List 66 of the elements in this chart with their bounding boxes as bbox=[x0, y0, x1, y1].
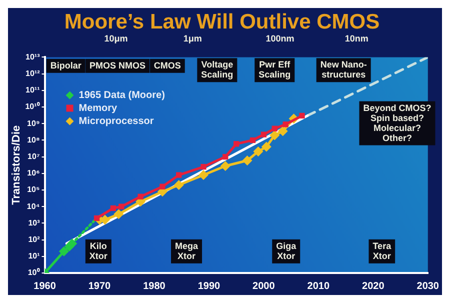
x-tick-label: 1970 bbox=[88, 280, 112, 292]
legend-label: Memory bbox=[78, 102, 118, 114]
point bbox=[174, 180, 184, 190]
x-tick-label: 1980 bbox=[143, 280, 166, 292]
point bbox=[138, 194, 144, 200]
point bbox=[200, 164, 206, 170]
x-tick-label: 2000 bbox=[252, 280, 276, 292]
annotation: Voltage Scaling bbox=[201, 60, 234, 80]
text: 100nm bbox=[266, 33, 294, 44]
point bbox=[58, 246, 69, 256]
y-tick-label: 10⁶ bbox=[27, 168, 40, 178]
annotation: CMOS bbox=[154, 60, 181, 70]
text: 10nm bbox=[344, 33, 368, 44]
x-tick-label: 2030 bbox=[416, 280, 440, 292]
point bbox=[67, 238, 78, 248]
y-tick-label: 10⁵ bbox=[27, 185, 40, 194]
y-tick-label: 10² bbox=[28, 235, 40, 244]
point bbox=[233, 141, 240, 147]
annotation: Mega Xtor bbox=[175, 240, 200, 261]
point bbox=[242, 155, 252, 166]
legend-label: 1965 Data (Moore) bbox=[78, 90, 165, 101]
point bbox=[282, 122, 288, 128]
point bbox=[118, 204, 124, 210]
y-tick-label: 10⁹ bbox=[27, 118, 40, 128]
y-tick-label: 10⁰ bbox=[28, 268, 40, 278]
annotation: Kilo Xtor bbox=[89, 240, 108, 261]
point bbox=[114, 209, 124, 220]
point bbox=[198, 170, 208, 180]
annotation: Pwr Eff Scaling bbox=[258, 60, 292, 80]
x-tick-label: 1990 bbox=[198, 280, 221, 292]
x-tick-label: 2020 bbox=[362, 280, 385, 292]
point bbox=[110, 205, 116, 212]
annotation: Beyond CMOS? Spin based? Molecular? Other? bbox=[363, 102, 432, 143]
y-tick-label: 10³ bbox=[28, 218, 40, 228]
y-tick-label: 10¹³ bbox=[26, 52, 40, 62]
point bbox=[253, 146, 264, 156]
annotation: New Nano- structures bbox=[320, 60, 367, 80]
text: 10μm bbox=[104, 33, 128, 44]
point bbox=[299, 112, 305, 119]
point bbox=[160, 184, 166, 190]
annotation: Tera Xtor bbox=[372, 240, 392, 261]
y-tick-label: 10⁸ bbox=[27, 135, 40, 144]
x-tick-label: 1960 bbox=[34, 280, 56, 292]
point bbox=[250, 137, 256, 144]
point bbox=[260, 132, 267, 138]
annotation: Giga Xtor bbox=[276, 240, 298, 261]
point bbox=[270, 130, 280, 140]
annotation: Bipolar bbox=[50, 60, 82, 70]
point bbox=[220, 160, 230, 171]
y-tick-label: 10⁴ bbox=[26, 202, 40, 211]
point bbox=[176, 172, 182, 178]
annotation: PMOS NMOS bbox=[90, 60, 146, 70]
point bbox=[278, 126, 288, 136]
point bbox=[222, 154, 228, 160]
y-tick-label: 10⁷ bbox=[28, 152, 40, 162]
x-tick-label: 2010 bbox=[307, 280, 330, 292]
point bbox=[261, 142, 272, 152]
y-tick-label: 10¹² bbox=[26, 69, 40, 78]
legend-label: Microprocessor bbox=[78, 116, 154, 127]
text: 1μm bbox=[183, 33, 202, 44]
y-axis-title: Transistors/Die bbox=[10, 125, 23, 205]
y-tick-label: 10¹¹ bbox=[26, 86, 40, 95]
y-tick-label: 10¹ bbox=[28, 252, 40, 261]
point bbox=[272, 126, 278, 132]
chart-title: Moore’s Law Will Outlive CMOS bbox=[64, 10, 380, 34]
y-tick-label: 10¹⁰ bbox=[25, 102, 40, 112]
